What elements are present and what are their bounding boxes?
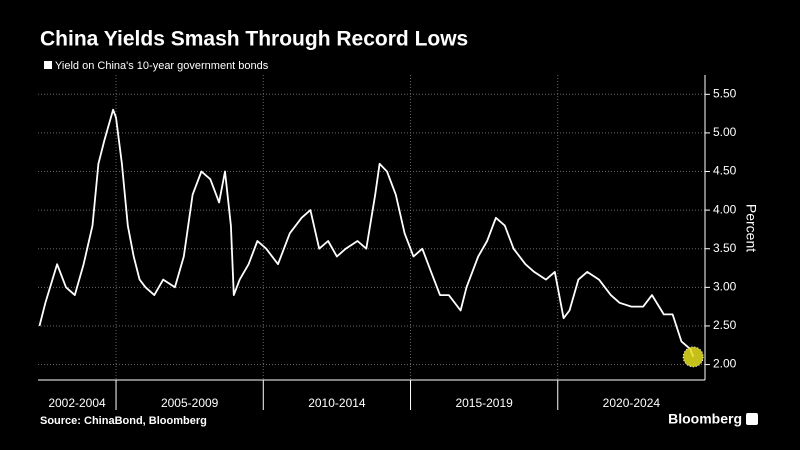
y-tick-label: 3.00 bbox=[713, 280, 737, 294]
x-period-label: 2020-2024 bbox=[603, 396, 661, 410]
y-axis-label: Percent bbox=[743, 204, 759, 252]
y-tick-label: 2.00 bbox=[713, 357, 737, 371]
series-line bbox=[38, 108, 695, 358]
y-tick-label: 5.50 bbox=[713, 86, 737, 100]
x-period-label: 2015-2019 bbox=[455, 396, 513, 410]
x-period-label: 2002-2004 bbox=[48, 396, 106, 410]
brand-icon bbox=[746, 413, 758, 425]
brand: Bloomberg bbox=[668, 411, 742, 427]
y-tick-label: 4.50 bbox=[713, 164, 737, 178]
x-period-label: 2005-2009 bbox=[161, 396, 219, 410]
x-period-label: 2010-2014 bbox=[308, 396, 366, 410]
source: Source: ChinaBond, Bloomberg bbox=[40, 415, 207, 427]
y-tick-label: 5.00 bbox=[713, 125, 737, 139]
y-tick-label: 4.00 bbox=[713, 202, 737, 216]
highlight-marker bbox=[682, 346, 704, 368]
y-tick-label: 2.50 bbox=[713, 318, 737, 332]
chart-title: China Yields Smash Through Record Lows bbox=[40, 28, 468, 51]
legend-swatch bbox=[44, 61, 52, 69]
y-tick-label: 3.50 bbox=[713, 241, 737, 255]
legend-label: Yield on China's 10-year government bond… bbox=[55, 60, 269, 72]
